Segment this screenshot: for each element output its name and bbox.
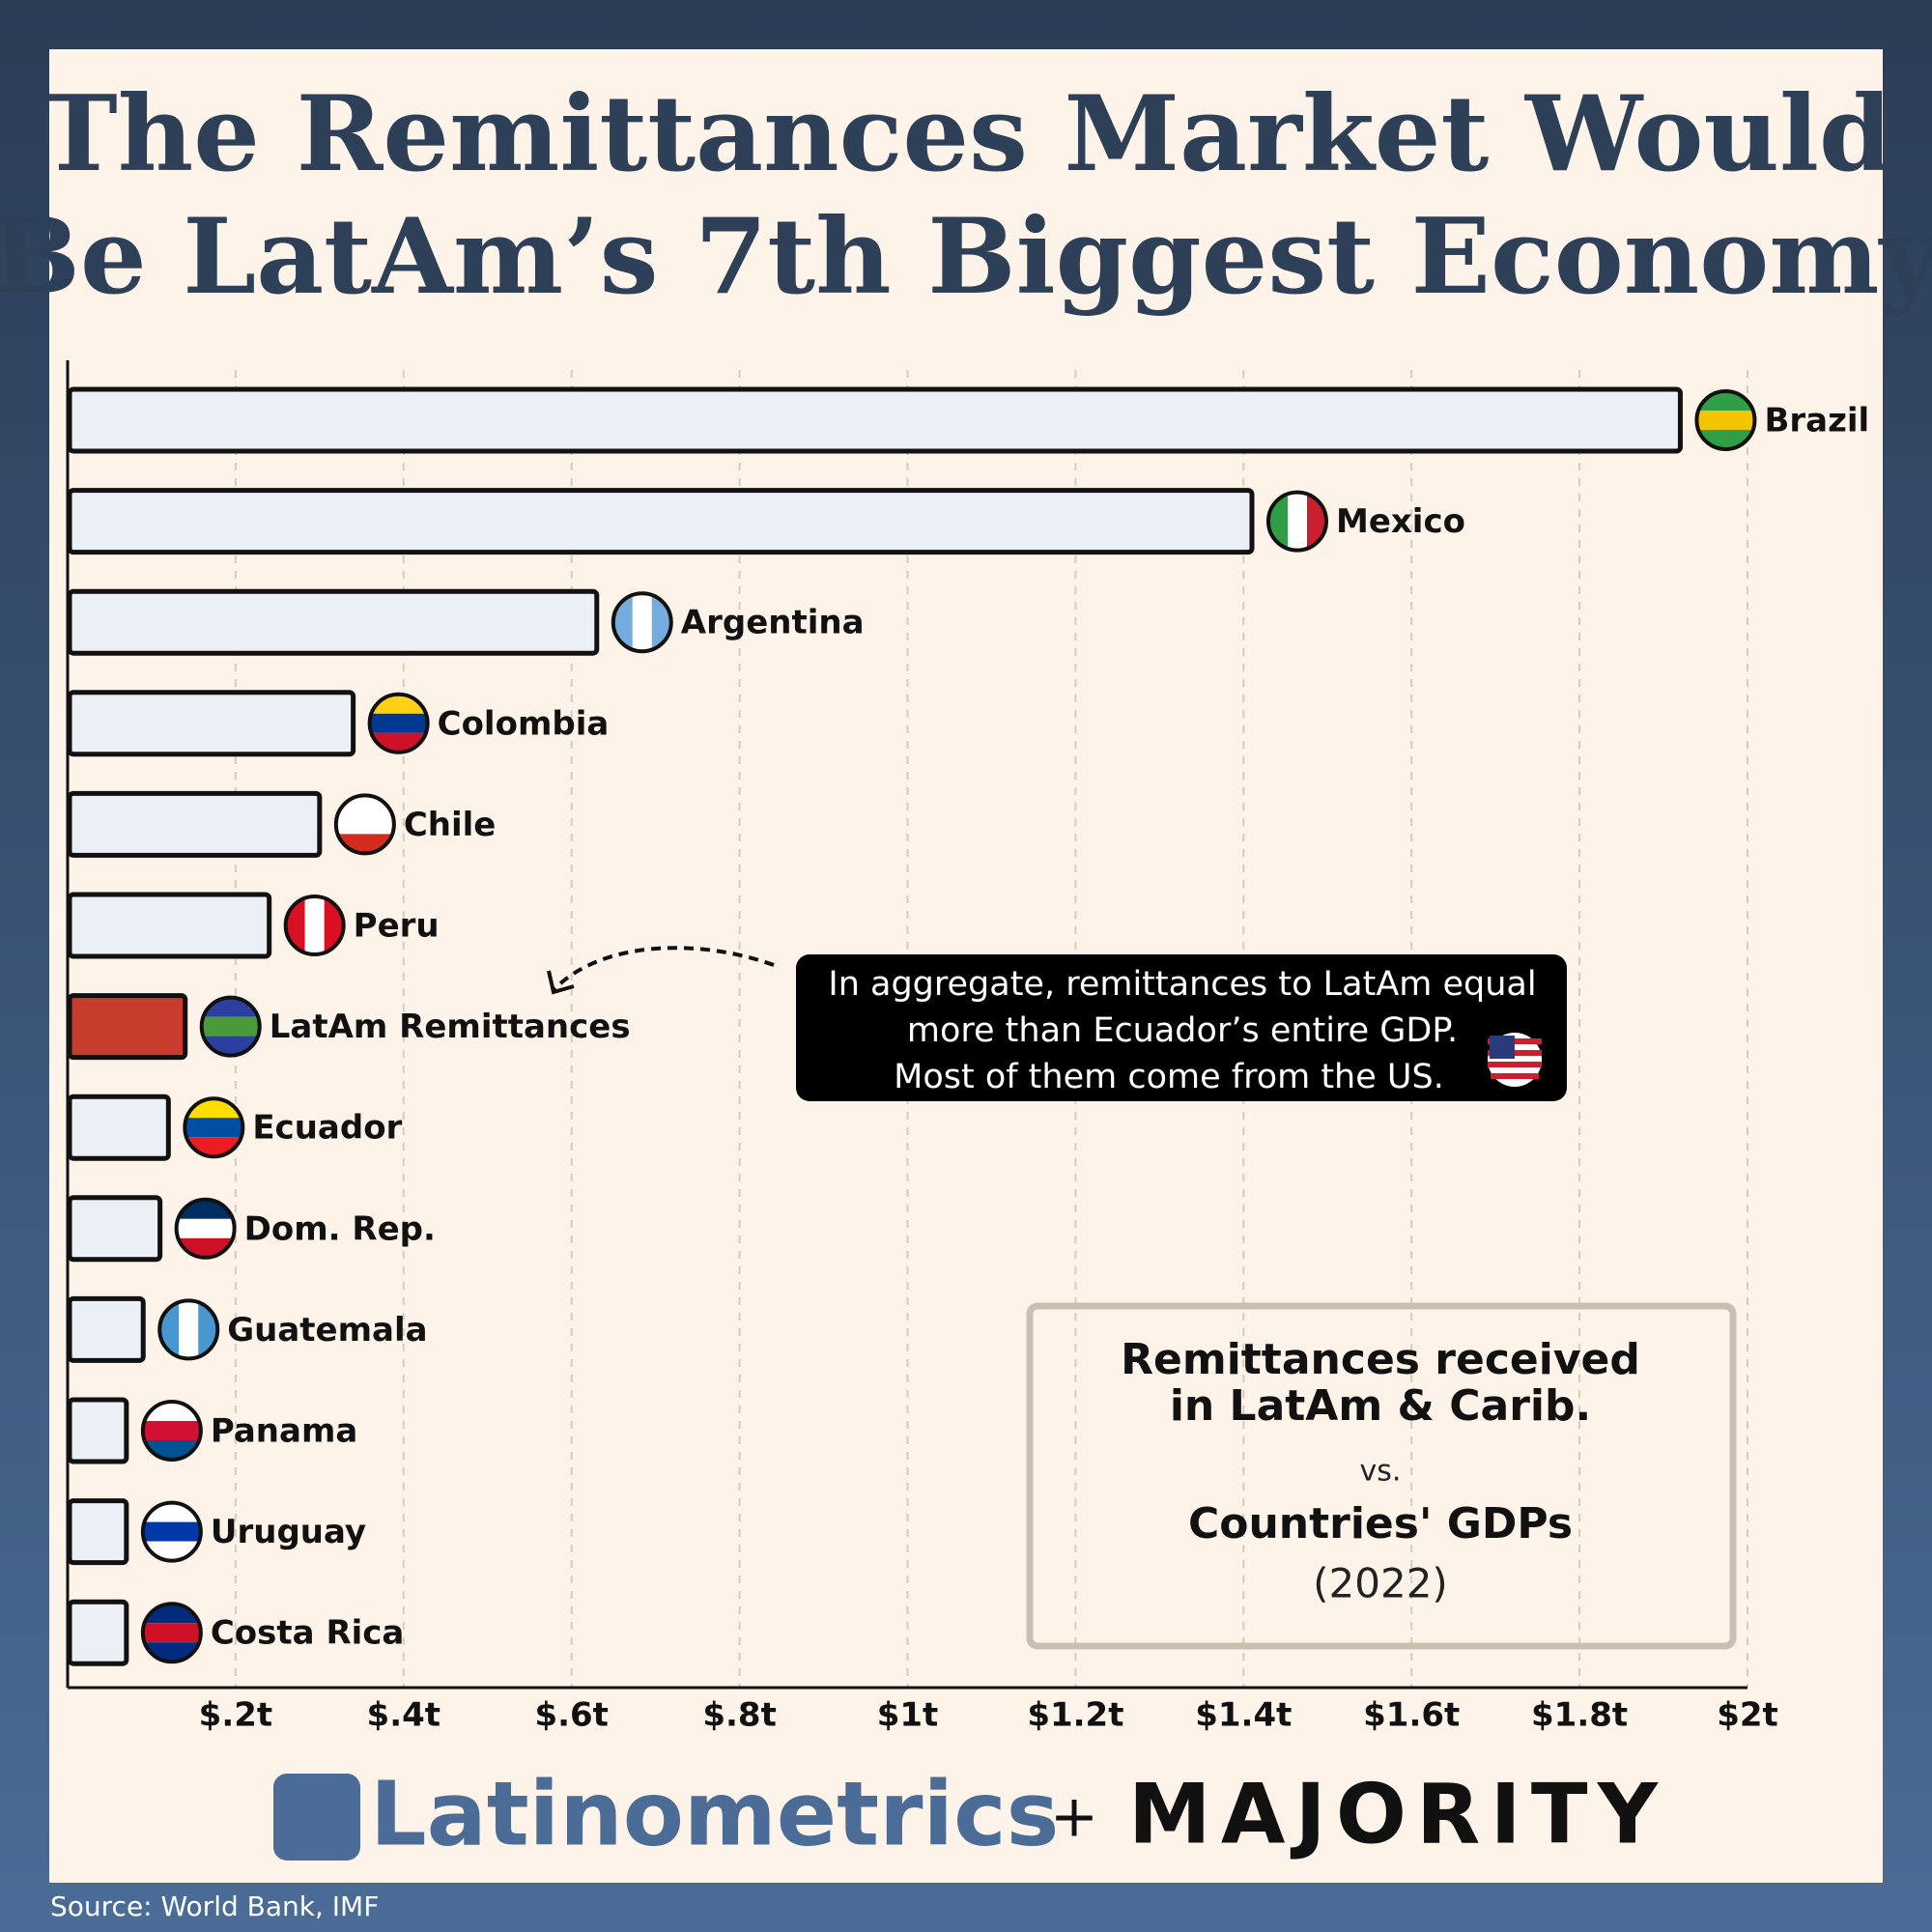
bar — [67, 790, 323, 858]
annotation-box — [796, 954, 1567, 1101]
flag — [140, 1500, 203, 1563]
arrow-head — [547, 970, 575, 995]
flag-border — [333, 793, 396, 856]
flag-stripe — [1287, 492, 1307, 551]
flag-border — [367, 692, 430, 754]
flag-stripe — [304, 896, 325, 954]
bar — [67, 386, 1683, 454]
flag-border — [140, 1602, 203, 1664]
flag-stripe — [142, 1623, 201, 1643]
x-tick-label: $2t — [1717, 1696, 1778, 1735]
source: Source: World Bank, IMF — [50, 1890, 379, 1922]
brand-icon — [273, 1774, 360, 1861]
flag — [367, 692, 430, 754]
flag-stripe — [201, 1016, 260, 1037]
flag-stripe — [176, 1218, 235, 1238]
bar — [67, 892, 272, 959]
x-tick-label: $.6t — [534, 1696, 608, 1735]
category-label: Argentina — [681, 604, 865, 642]
flag-stripe — [142, 1421, 201, 1440]
bar — [67, 1295, 146, 1363]
flag — [333, 793, 396, 856]
flag — [140, 1400, 203, 1462]
x-tick-label: $1.8t — [1531, 1696, 1628, 1735]
legend-text: in LatAm & Carib. — [1170, 1381, 1591, 1431]
category-label: Colombia — [438, 704, 610, 743]
flag-border — [1694, 389, 1757, 451]
category-label: LatAm Remittances — [270, 1008, 631, 1046]
bar — [67, 1397, 129, 1464]
flag-stripe — [632, 593, 652, 652]
bar — [67, 993, 188, 1061]
flag — [611, 591, 673, 654]
x-tick-label: $1.4t — [1195, 1696, 1292, 1735]
flag-stripe — [185, 1118, 243, 1138]
category-label: Guatemala — [227, 1311, 427, 1350]
flag — [1265, 490, 1328, 553]
flag-border — [140, 1400, 203, 1462]
category-label: Uruguay — [211, 1513, 366, 1551]
flag-stripe — [369, 713, 428, 733]
annotation-arrow — [552, 946, 775, 992]
flag — [199, 995, 262, 1058]
flag-border — [283, 895, 346, 956]
plus: + — [1050, 1783, 1098, 1851]
legend-text: Countries' GDPs — [1188, 1499, 1573, 1548]
x-tick-label: $1t — [877, 1696, 939, 1735]
bar — [67, 1094, 171, 1161]
legend-text: vs. — [1360, 1455, 1402, 1489]
bar — [67, 1498, 129, 1566]
flag-border — [174, 1197, 237, 1260]
bar — [67, 1195, 163, 1263]
x-tick-label: $1.6t — [1363, 1696, 1460, 1735]
flag-stripe — [335, 814, 394, 835]
title-line: The Remittances Market Would — [40, 73, 1891, 195]
annotation-text: In aggregate, remittances to LatAm equal — [828, 965, 1536, 1004]
bar — [67, 1599, 129, 1666]
bar — [67, 588, 600, 656]
category-label: Peru — [354, 907, 440, 946]
flag-border — [199, 995, 262, 1058]
us-flag — [1488, 1033, 1542, 1087]
flag-border — [611, 591, 673, 654]
flag — [1694, 389, 1757, 451]
title-line: Be LatAm’s 7th Biggest Economy — [0, 196, 1932, 318]
bar — [67, 690, 356, 757]
flag-stripe — [142, 1521, 201, 1542]
category-label: Mexico — [1336, 502, 1465, 541]
category-label: Costa Rica — [211, 1614, 405, 1653]
bar — [67, 488, 1255, 555]
flag-border — [1265, 490, 1328, 553]
partner: MAJORITY — [1128, 1766, 1660, 1862]
x-tick-label: $.2t — [199, 1696, 272, 1735]
x-tick-label: $1.2t — [1027, 1696, 1123, 1735]
flag-stripe — [1696, 411, 1755, 430]
annotation-text: more than Ecuador’s entire GDP. — [907, 1011, 1458, 1050]
flag-border — [157, 1298, 220, 1361]
category-label: Dom. Rep. — [244, 1209, 436, 1248]
legend-box — [1026, 1302, 1737, 1650]
category-label: Brazil — [1764, 402, 1869, 440]
plot: $.2t $.4t $.6t $.8t $1t $1.2t $1.4t $1.6t $1.8t $… — [66, 360, 1869, 1735]
flag — [157, 1298, 220, 1361]
category-label: Panama — [211, 1412, 357, 1451]
flag — [174, 1197, 237, 1260]
x-tick-label: $.8t — [702, 1696, 776, 1735]
category-label: Chile — [404, 806, 497, 844]
flag-border — [140, 1500, 203, 1563]
flag — [283, 895, 346, 956]
flag — [183, 1096, 245, 1159]
x-tick-label: $.4t — [367, 1696, 440, 1735]
brand: Latinometrics — [370, 1762, 1059, 1865]
flag-border — [183, 1096, 245, 1159]
legend-text: Remittances received — [1121, 1335, 1640, 1384]
category-label: Ecuador — [252, 1109, 402, 1148]
annotation-text: Most of them come from the US. — [894, 1058, 1444, 1096]
legend-text: (2022) — [1313, 1560, 1448, 1607]
flag-stripe — [179, 1300, 199, 1359]
flag — [140, 1602, 203, 1664]
